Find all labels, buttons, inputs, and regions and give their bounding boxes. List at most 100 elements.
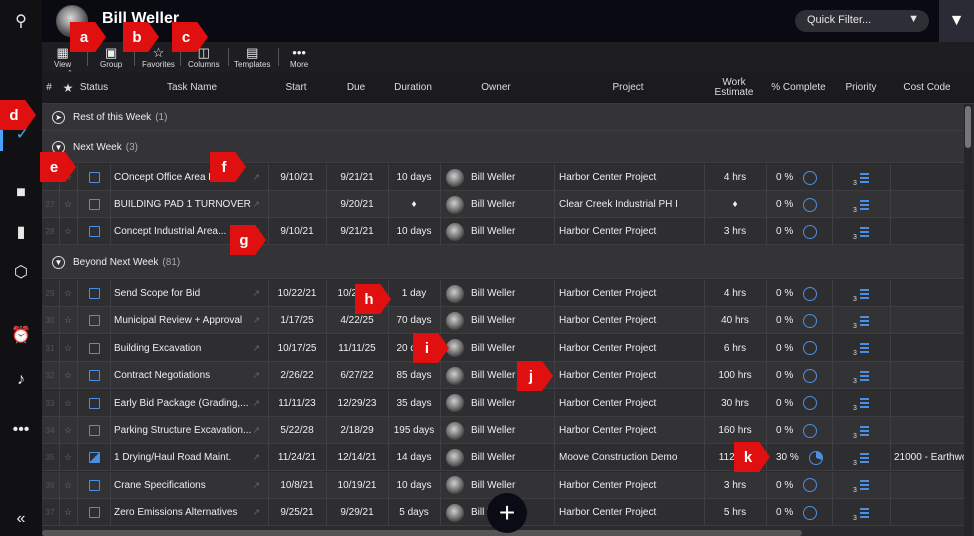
start-date[interactable]: 11/24/21 [277, 452, 317, 464]
work-estimate[interactable]: 40 hrs [721, 315, 749, 327]
cost-code[interactable] [894, 390, 964, 417]
pct-complete[interactable]: 0 % [776, 390, 832, 417]
pct-complete[interactable]: 0 % [776, 499, 832, 526]
expand-icon[interactable]: ↗ [252, 288, 260, 298]
priority[interactable]: 3 [832, 280, 890, 307]
duration[interactable]: 10 days [396, 172, 432, 183]
col-priority[interactable]: Priority [845, 82, 877, 93]
favorite-star-icon[interactable]: ☆ [63, 226, 73, 236]
start-date[interactable] [268, 191, 326, 218]
group-toggle-icon[interactable]: ▼ [52, 140, 65, 154]
cost-code[interactable] [894, 335, 964, 362]
owner[interactable]: Bill Weller [446, 362, 554, 389]
status-checkbox[interactable] [88, 425, 100, 436]
status-checkbox[interactable] [88, 397, 100, 409]
table-row[interactable]: 33 ☆ Early Bid Package (Grading,... ↗ 11/… [42, 389, 964, 417]
due-date[interactable]: 11/11/25 [338, 342, 376, 354]
expand-icon[interactable]: ↗ [252, 425, 260, 435]
priority[interactable]: 3 [832, 307, 890, 334]
work-estimate[interactable]: 100 hrs [718, 370, 752, 382]
work-estimate[interactable]: 4 hrs [723, 288, 747, 299]
status-checkbox[interactable] [88, 172, 100, 183]
favorite-star-icon[interactable]: ☆ [63, 397, 73, 408]
duration[interactable]: 70 days [396, 315, 432, 327]
check-circle-icon[interactable]: ✓ [0, 117, 42, 151]
owner[interactable]: Bill Weller [446, 307, 554, 334]
start-date[interactable]: 10/8/21 [280, 479, 314, 491]
task-name[interactable]: Send Scope for Bid ↗ [114, 288, 260, 299]
owner[interactable]: Bill Weller [446, 417, 554, 444]
project[interactable]: Harbor Center Project [559, 370, 657, 382]
status-checkbox[interactable] [88, 288, 100, 299]
expand-icon[interactable]: ↗ [252, 397, 260, 408]
due-date[interactable]: 10/19/21 [337, 479, 377, 491]
favorite-star-icon[interactable]: ☆ [63, 342, 73, 353]
add-task-button[interactable]: + [487, 493, 527, 533]
timer-icon[interactable]: ⏰ [11, 327, 31, 344]
project[interactable]: Harbor Center Project [559, 479, 657, 491]
cost-code[interactable] [894, 164, 964, 191]
pct-complete[interactable]: 0 % [776, 417, 832, 444]
group-row[interactable]: ▼ Beyond Next Week (81) [42, 245, 964, 279]
pct-complete[interactable]: 30 % [776, 444, 832, 471]
favorite-star-icon[interactable]: ☆ [63, 479, 73, 490]
search-icon[interactable]: ⚲ [15, 13, 27, 30]
task-name[interactable]: Crane Specifications ↗ [114, 479, 260, 491]
start-date[interactable]: 11/11/23 [278, 397, 316, 409]
pct-complete[interactable]: 0 % [776, 472, 832, 499]
status-checkbox[interactable] [88, 199, 100, 210]
quick-filter[interactable]: Quick Filter... ▼ [795, 10, 929, 32]
table-row[interactable]: 26 ☆ COncept Office Area Pl...↗ 9/10/21 … [42, 164, 964, 191]
status-checkbox[interactable] [88, 452, 100, 464]
favorite-star-icon[interactable]: ☆ [63, 452, 73, 463]
group-toggle-icon[interactable]: ➤ [52, 111, 65, 124]
pct-complete[interactable]: 0 % [776, 191, 832, 218]
group-button[interactable]: ▣ Group [100, 45, 123, 69]
work-estimate[interactable]: 4 hrs [723, 172, 747, 183]
cost-code[interactable] [894, 280, 964, 307]
duration[interactable]: 35 days [396, 397, 432, 409]
work-estimate[interactable]: 5 hrs [723, 507, 747, 519]
col-owner[interactable]: Owner [481, 82, 511, 93]
filter-button[interactable]: ▼ [939, 0, 974, 42]
more-icon[interactable]: ••• [12, 421, 30, 438]
collapse-icon[interactable]: « [16, 510, 26, 527]
owner[interactable]: Bill Weller [446, 164, 554, 191]
favorite-star-icon[interactable]: ☆ [63, 507, 73, 518]
table-row[interactable]: 27 ☆ BUILDING PAD 1 TURNOVER ↗ 9/20/21 ♦ … [42, 191, 964, 218]
table-row[interactable]: 29 ☆ Send Scope for Bid↗ 10/22/21 10/22/… [42, 280, 964, 307]
expand-icon[interactable]: ↗ [252, 479, 260, 490]
priority[interactable]: 3 [832, 191, 890, 218]
priority[interactable]: 3 [832, 164, 890, 191]
task-name[interactable]: COncept Office Area Pl... ↗ [114, 172, 260, 183]
briefcase-icon[interactable]: ■ [16, 184, 26, 201]
start-date[interactable]: 1/17/25 [280, 315, 314, 327]
favorite-star-icon[interactable]: ☆ [63, 370, 73, 381]
col-status[interactable]: Status [79, 82, 109, 93]
pct-complete[interactable]: 0 % [776, 218, 832, 245]
priority[interactable]: 3 [832, 362, 890, 389]
pct-complete[interactable]: 0 % [776, 164, 832, 191]
pct-complete[interactable]: 0 % [776, 307, 832, 334]
duration[interactable]: 1 day [401, 288, 427, 299]
favorite-star-icon[interactable]: ☆ [63, 425, 73, 435]
status-checkbox[interactable] [88, 315, 100, 327]
work-estimate[interactable]: 3 hrs [723, 226, 747, 237]
owner[interactable]: Bill Weller [446, 335, 554, 362]
project[interactable]: Harbor Center Project [559, 507, 657, 519]
col-project[interactable]: Project [612, 82, 644, 93]
project[interactable]: Harbor Center Project [559, 315, 657, 327]
group-row[interactable]: ▼ Next Week (3) [42, 131, 964, 163]
task-name[interactable]: BUILDING PAD 1 TURNOVER ↗ [114, 199, 260, 210]
cost-code[interactable] [894, 499, 964, 526]
pct-complete[interactable]: 0 % [776, 335, 832, 362]
task-name[interactable]: Parking Structure Excavation... ↗ [114, 425, 260, 436]
col-cost-code[interactable]: Cost Code [903, 82, 951, 93]
col-start[interactable]: Start [285, 82, 307, 93]
expand-icon[interactable]: ↗ [252, 507, 260, 518]
start-date[interactable]: 9/25/21 [280, 507, 314, 519]
project[interactable]: Harbor Center Project [559, 397, 657, 409]
star-icon[interactable]: ★ [62, 81, 74, 95]
project[interactable]: Harbor Center Project [559, 288, 657, 299]
expand-icon[interactable]: ↗ [252, 452, 260, 463]
